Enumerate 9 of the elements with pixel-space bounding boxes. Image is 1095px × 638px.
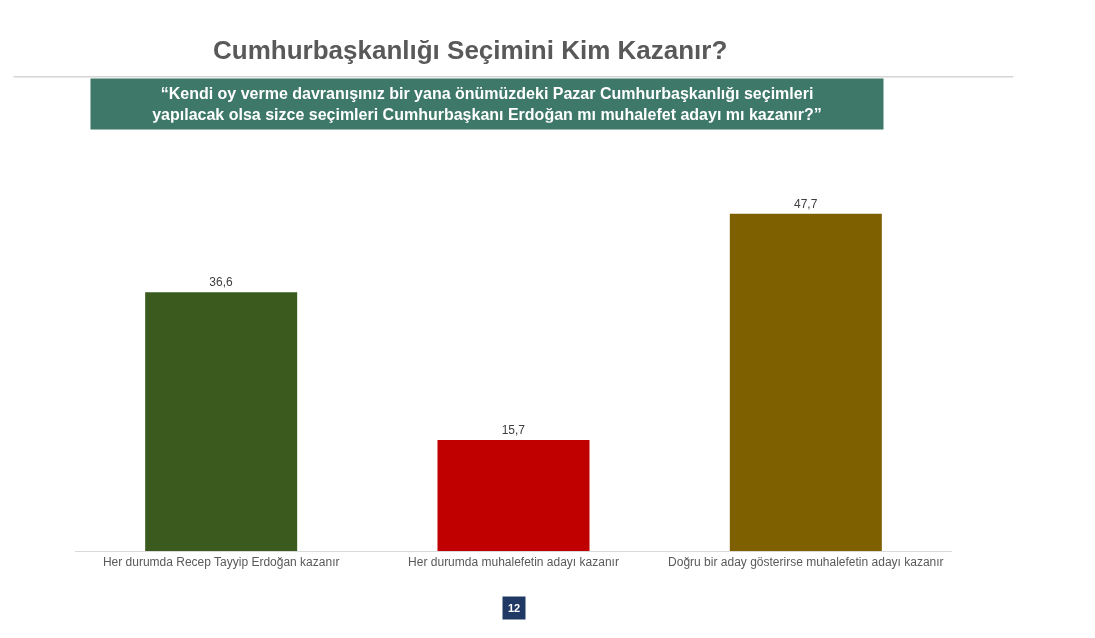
data-label: 36,6 [209, 275, 234, 290]
data-label: 15,7 [501, 422, 526, 437]
data-label: 47,7 [793, 196, 818, 211]
chart-subtitle: “Kendi oy verme davranışınız bir yana önümüzdeki Pazar Cumhurbaşkanlığı seçimleri yapılacak olsa sizce seçimleri Cumhurbaşkanı Erdoğan mı muhalefet adayı mı kazanır?” [152, 85, 822, 123]
x-tick-label: Doğru bir aday gösterirse muhalefetin adayı kazanır [668, 555, 944, 570]
text: 12 [508, 602, 521, 614]
chart-title: Cumhurbaşkanlığı Seçimini Kim Kazanır? [213, 35, 728, 65]
x-tick-label: Her durumda muhalefetin adayı kazanır [408, 555, 619, 570]
x-tick-label: Her durumda Recep Tayyip Erdoğan kazanır [102, 555, 340, 570]
